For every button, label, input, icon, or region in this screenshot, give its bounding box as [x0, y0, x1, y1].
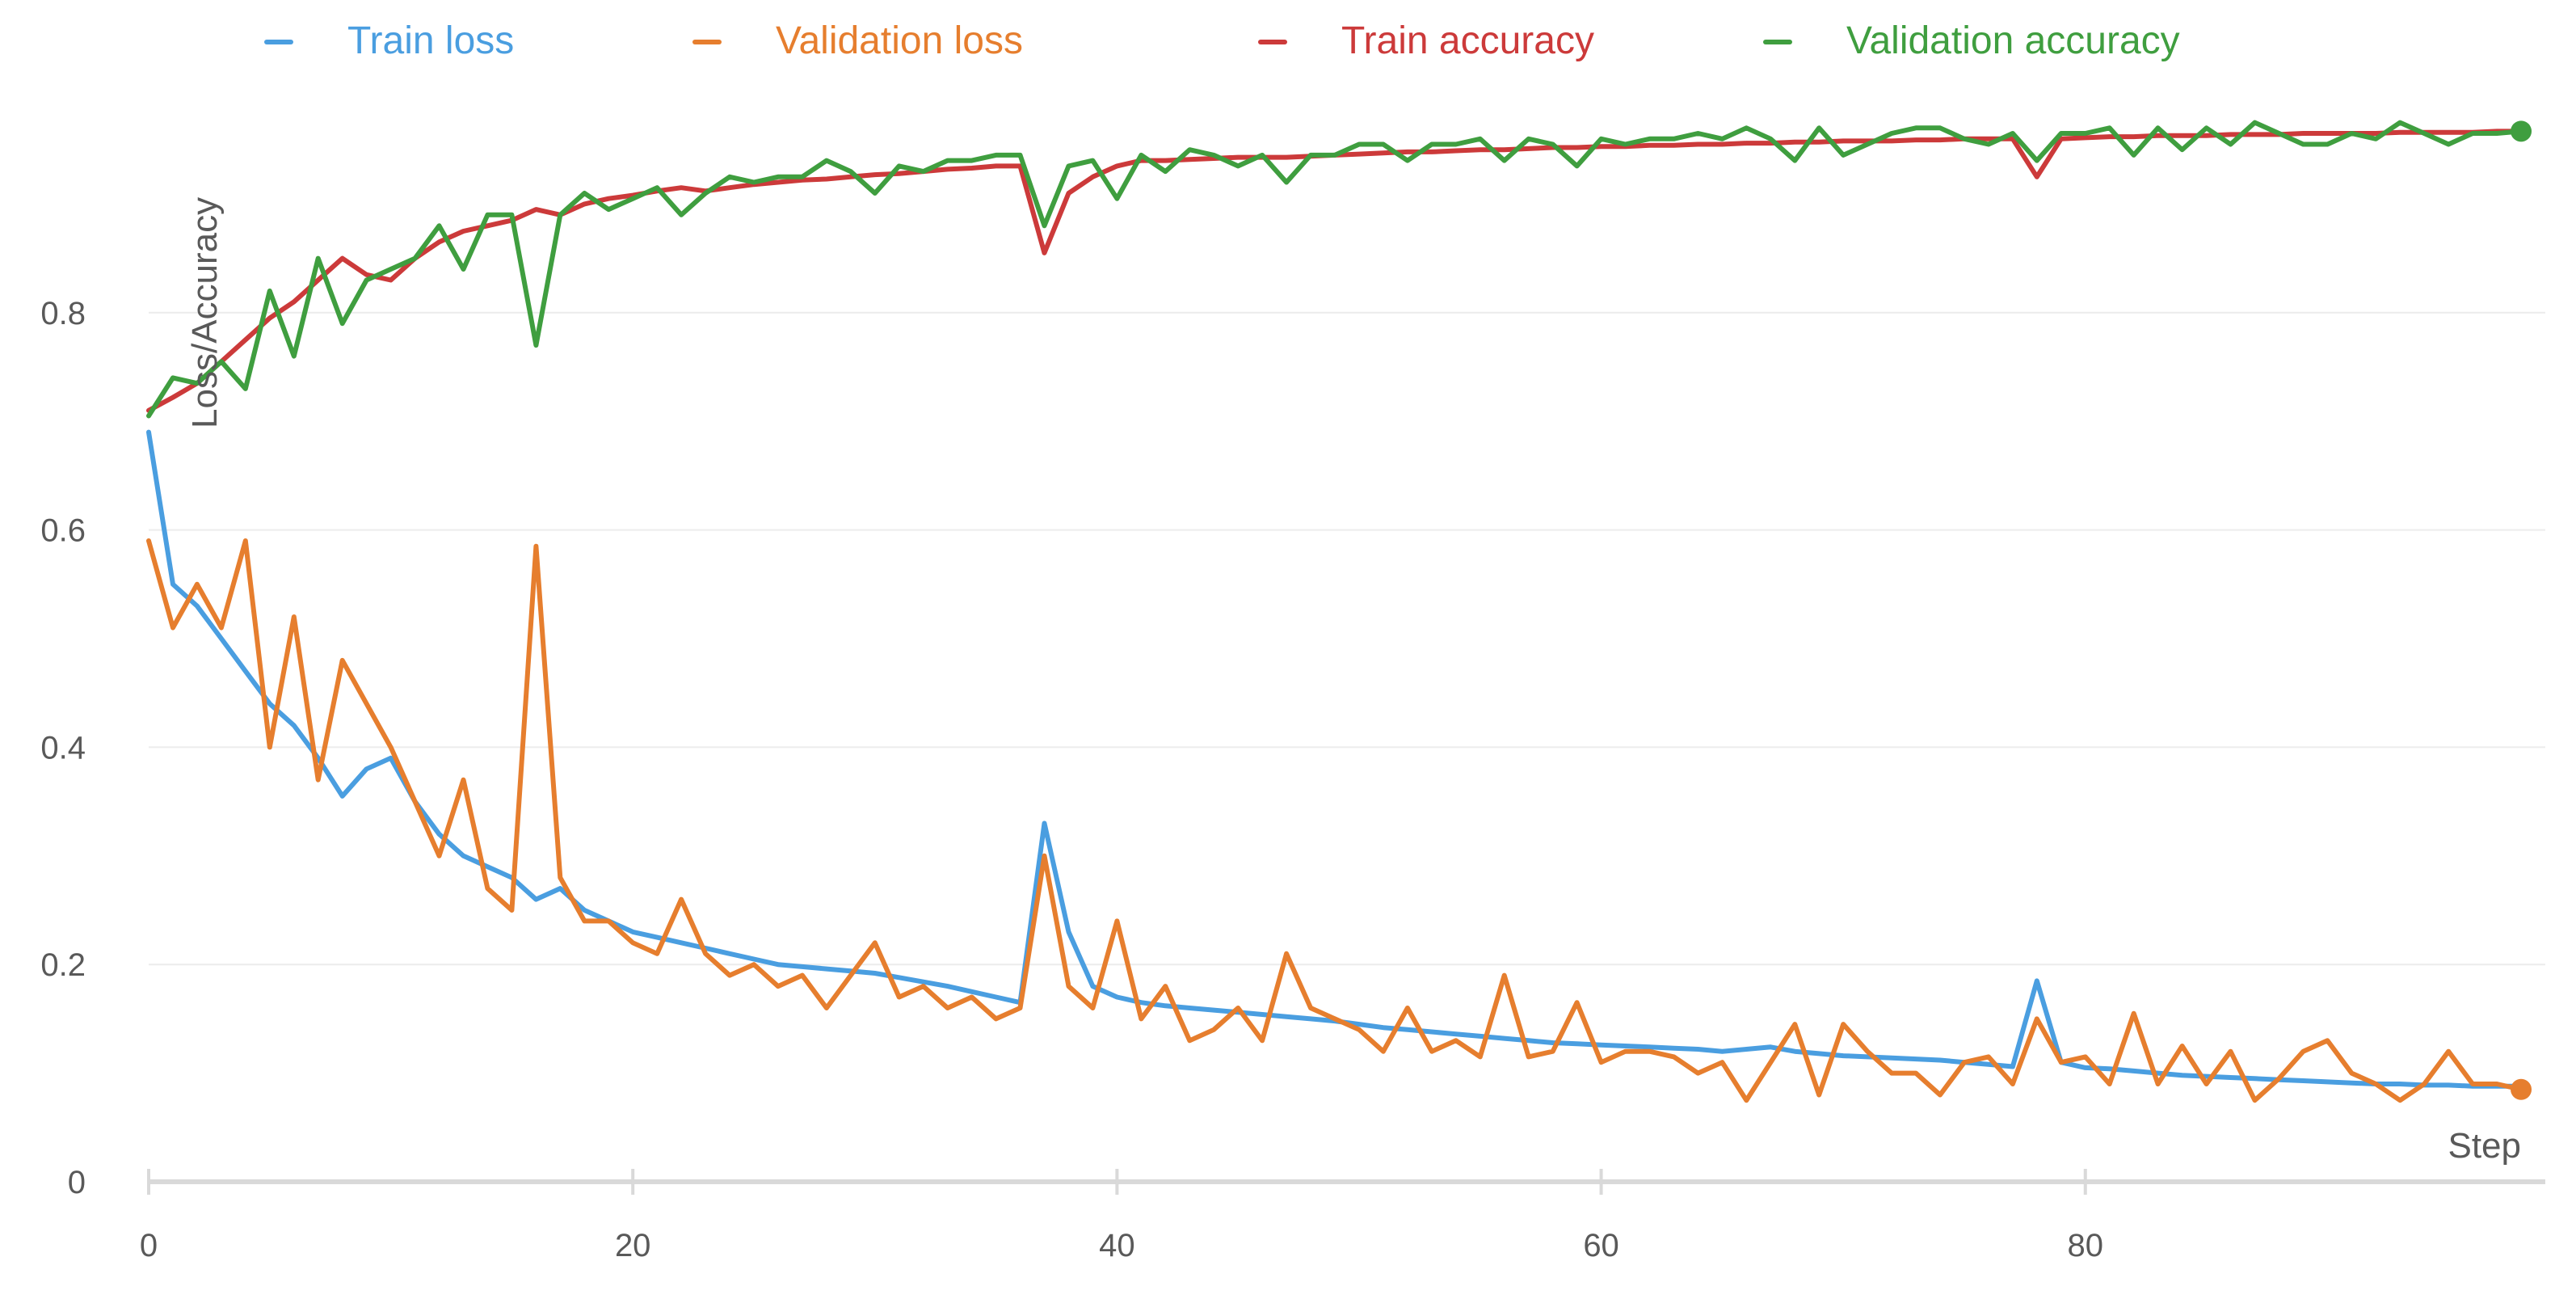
x-tick-label: 80: [2068, 1228, 2104, 1263]
x-tick-label: 0: [140, 1228, 158, 1263]
x-tick-label: 60: [1583, 1228, 1619, 1263]
y-tick-label: 0: [68, 1165, 86, 1200]
y-axis-label: Loss/Accuracy: [185, 197, 225, 428]
axes: 0 0.2 0.4 0.6 0.8 0 20 40 60 80: [40, 296, 2545, 1263]
x-tick-label: 40: [1099, 1228, 1135, 1263]
y-tick-label: 0.4: [40, 730, 86, 765]
legend-item[interactable]: Validation loss: [692, 19, 1023, 62]
legend-label: Validation accuracy: [1846, 19, 2180, 62]
x-tick-label: 20: [615, 1228, 651, 1263]
series-end-marker: [2511, 120, 2532, 142]
legend-label: Train accuracy: [1341, 19, 1594, 62]
y-tick-label: 0.6: [40, 513, 86, 549]
legend[interactable]: Train loss Validation loss Train accuracy V…: [264, 19, 2180, 62]
legend-item[interactable]: Validation accuracy: [1763, 19, 2180, 62]
series-end-marker: [2511, 1078, 2532, 1100]
series-lines: [146, 120, 2532, 1103]
series-line-1: [146, 538, 2523, 1103]
legend-item[interactable]: Train accuracy: [1258, 19, 1594, 62]
series-line-2: [146, 129, 2523, 413]
legend-item[interactable]: Train loss: [264, 19, 514, 62]
series-line-3: [146, 120, 2523, 419]
grid-lines: [149, 311, 2545, 966]
legend-label: Validation loss: [776, 19, 1023, 62]
y-tick-label: 0.2: [40, 947, 86, 983]
y-tick-label: 0.8: [40, 296, 86, 331]
axis-labels: Loss/Accuracy Step: [185, 197, 2521, 1166]
x-axis-label: Step: [2448, 1126, 2521, 1166]
legend-label: Train loss: [347, 19, 514, 62]
